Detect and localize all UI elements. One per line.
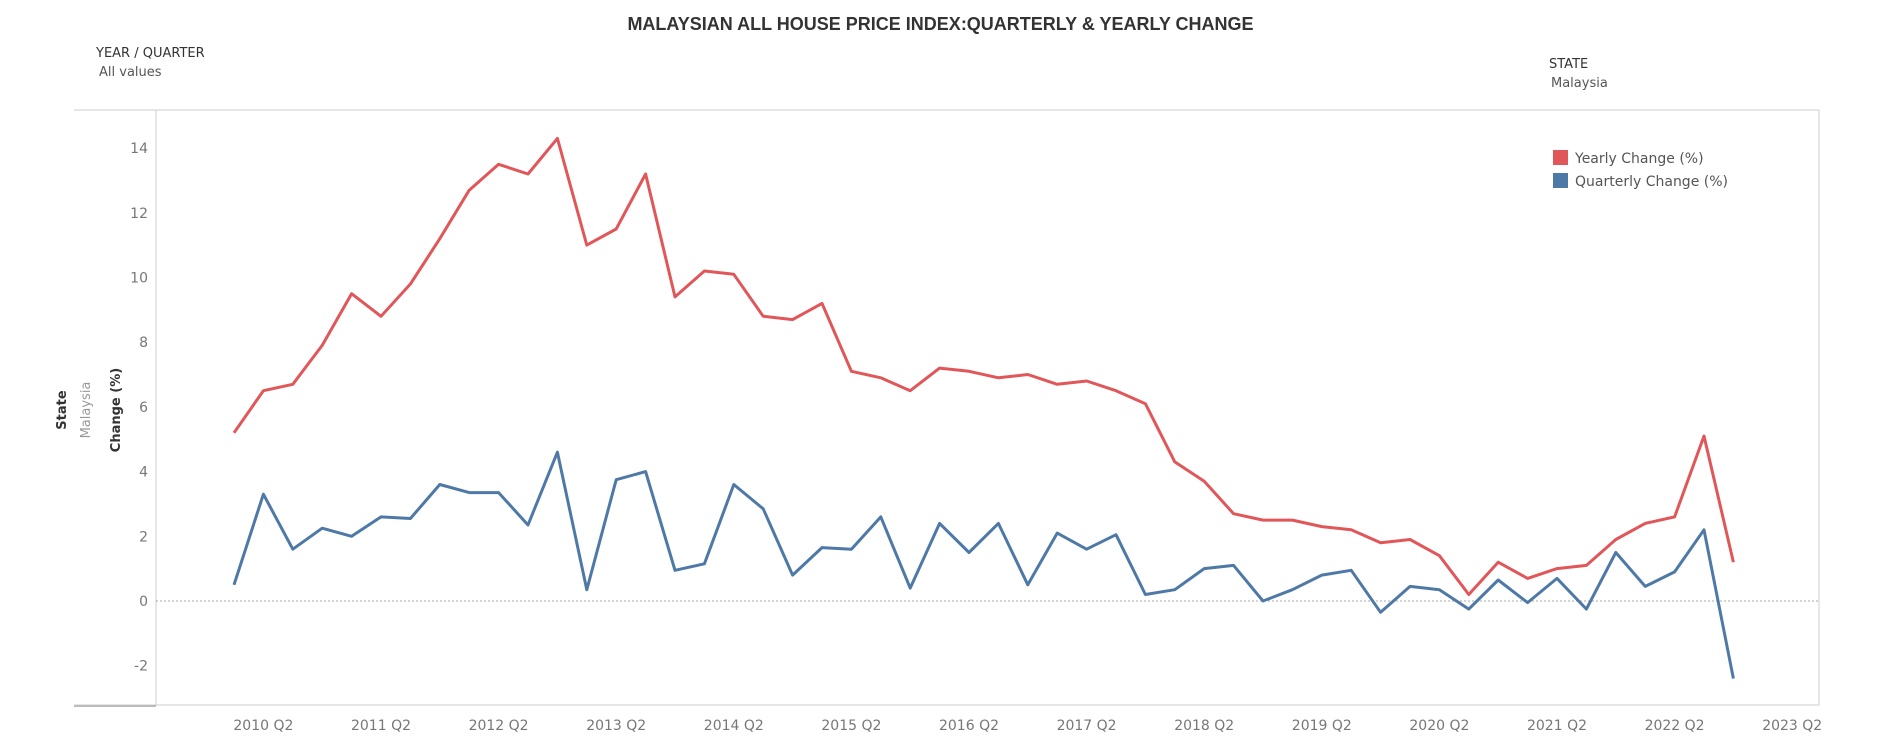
x-tick-label: 2010 Q2 (233, 718, 293, 734)
quarterly-change-line (232, 450, 1735, 679)
y-tick-label: 12 (130, 206, 148, 222)
x-tick-label: 2011 Q2 (351, 718, 411, 734)
y-tick-label: 14 (130, 141, 148, 157)
x-tick-label: 2022 Q2 (1645, 718, 1705, 734)
x-tick-label: 2017 Q2 (1057, 718, 1117, 734)
y-tick-label: 0 (139, 594, 148, 610)
x-tick-label: 2016 Q2 (939, 718, 999, 734)
x-tick-label: 2021 Q2 (1527, 718, 1587, 734)
year-quarter-filter[interactable]: YEAR / QUARTER All values (96, 46, 205, 80)
filter-label: YEAR / QUARTER (96, 46, 205, 61)
chart-title: MALAYSIAN ALL HOUSE PRICE INDEX:QUARTERL… (627, 14, 1254, 34)
legend: Yearly Change (%) Quarterly Change (%) (1553, 150, 1728, 190)
x-axis: 2010 Q2 2011 Q2 2012 Q2 2013 Q2 2014 Q2 2015 … (233, 718, 1822, 734)
y-tick-label: 8 (139, 335, 148, 351)
legend-swatch (1553, 150, 1568, 165)
x-tick-label: 2020 Q2 (1409, 718, 1469, 734)
y-tick-label: 2 (139, 529, 148, 545)
legend-swatch (1553, 173, 1568, 188)
x-tick-label: 2014 Q2 (704, 718, 764, 734)
legend-label: Yearly Change (%) (1574, 151, 1704, 167)
filter-value[interactable]: Malaysia (1551, 76, 1608, 91)
state-filter[interactable]: STATE Malaysia (1549, 57, 1608, 91)
y-axis: -2 0 2 4 6 8 10 12 14 (130, 141, 148, 675)
x-tick-label: 2015 Q2 (821, 718, 881, 734)
filter-value[interactable]: All values (99, 65, 162, 80)
y-tick-label: 4 (139, 465, 148, 481)
legend-label: Quarterly Change (%) (1575, 174, 1728, 190)
x-tick-label: 2012 Q2 (469, 718, 529, 734)
x-tick-label: 2019 Q2 (1292, 718, 1352, 734)
y-axis-title-part: Change (%) (109, 368, 124, 452)
y-tick-label: 10 (130, 271, 148, 287)
y-axis-title: State Malaysia Change (%) (55, 368, 124, 452)
filter-label: STATE (1549, 57, 1589, 72)
y-tick-label: 6 (139, 400, 148, 416)
y-axis-title-part: Malaysia (79, 382, 94, 439)
x-tick-label: 2018 Q2 (1174, 718, 1234, 734)
yearly-change-line (232, 136, 1735, 596)
y-axis-title-part: State (55, 390, 70, 430)
x-tick-label: 2023 Q2 (1762, 718, 1822, 734)
x-tick-label: 2013 Q2 (586, 718, 646, 734)
y-tick-label: -2 (134, 659, 148, 675)
